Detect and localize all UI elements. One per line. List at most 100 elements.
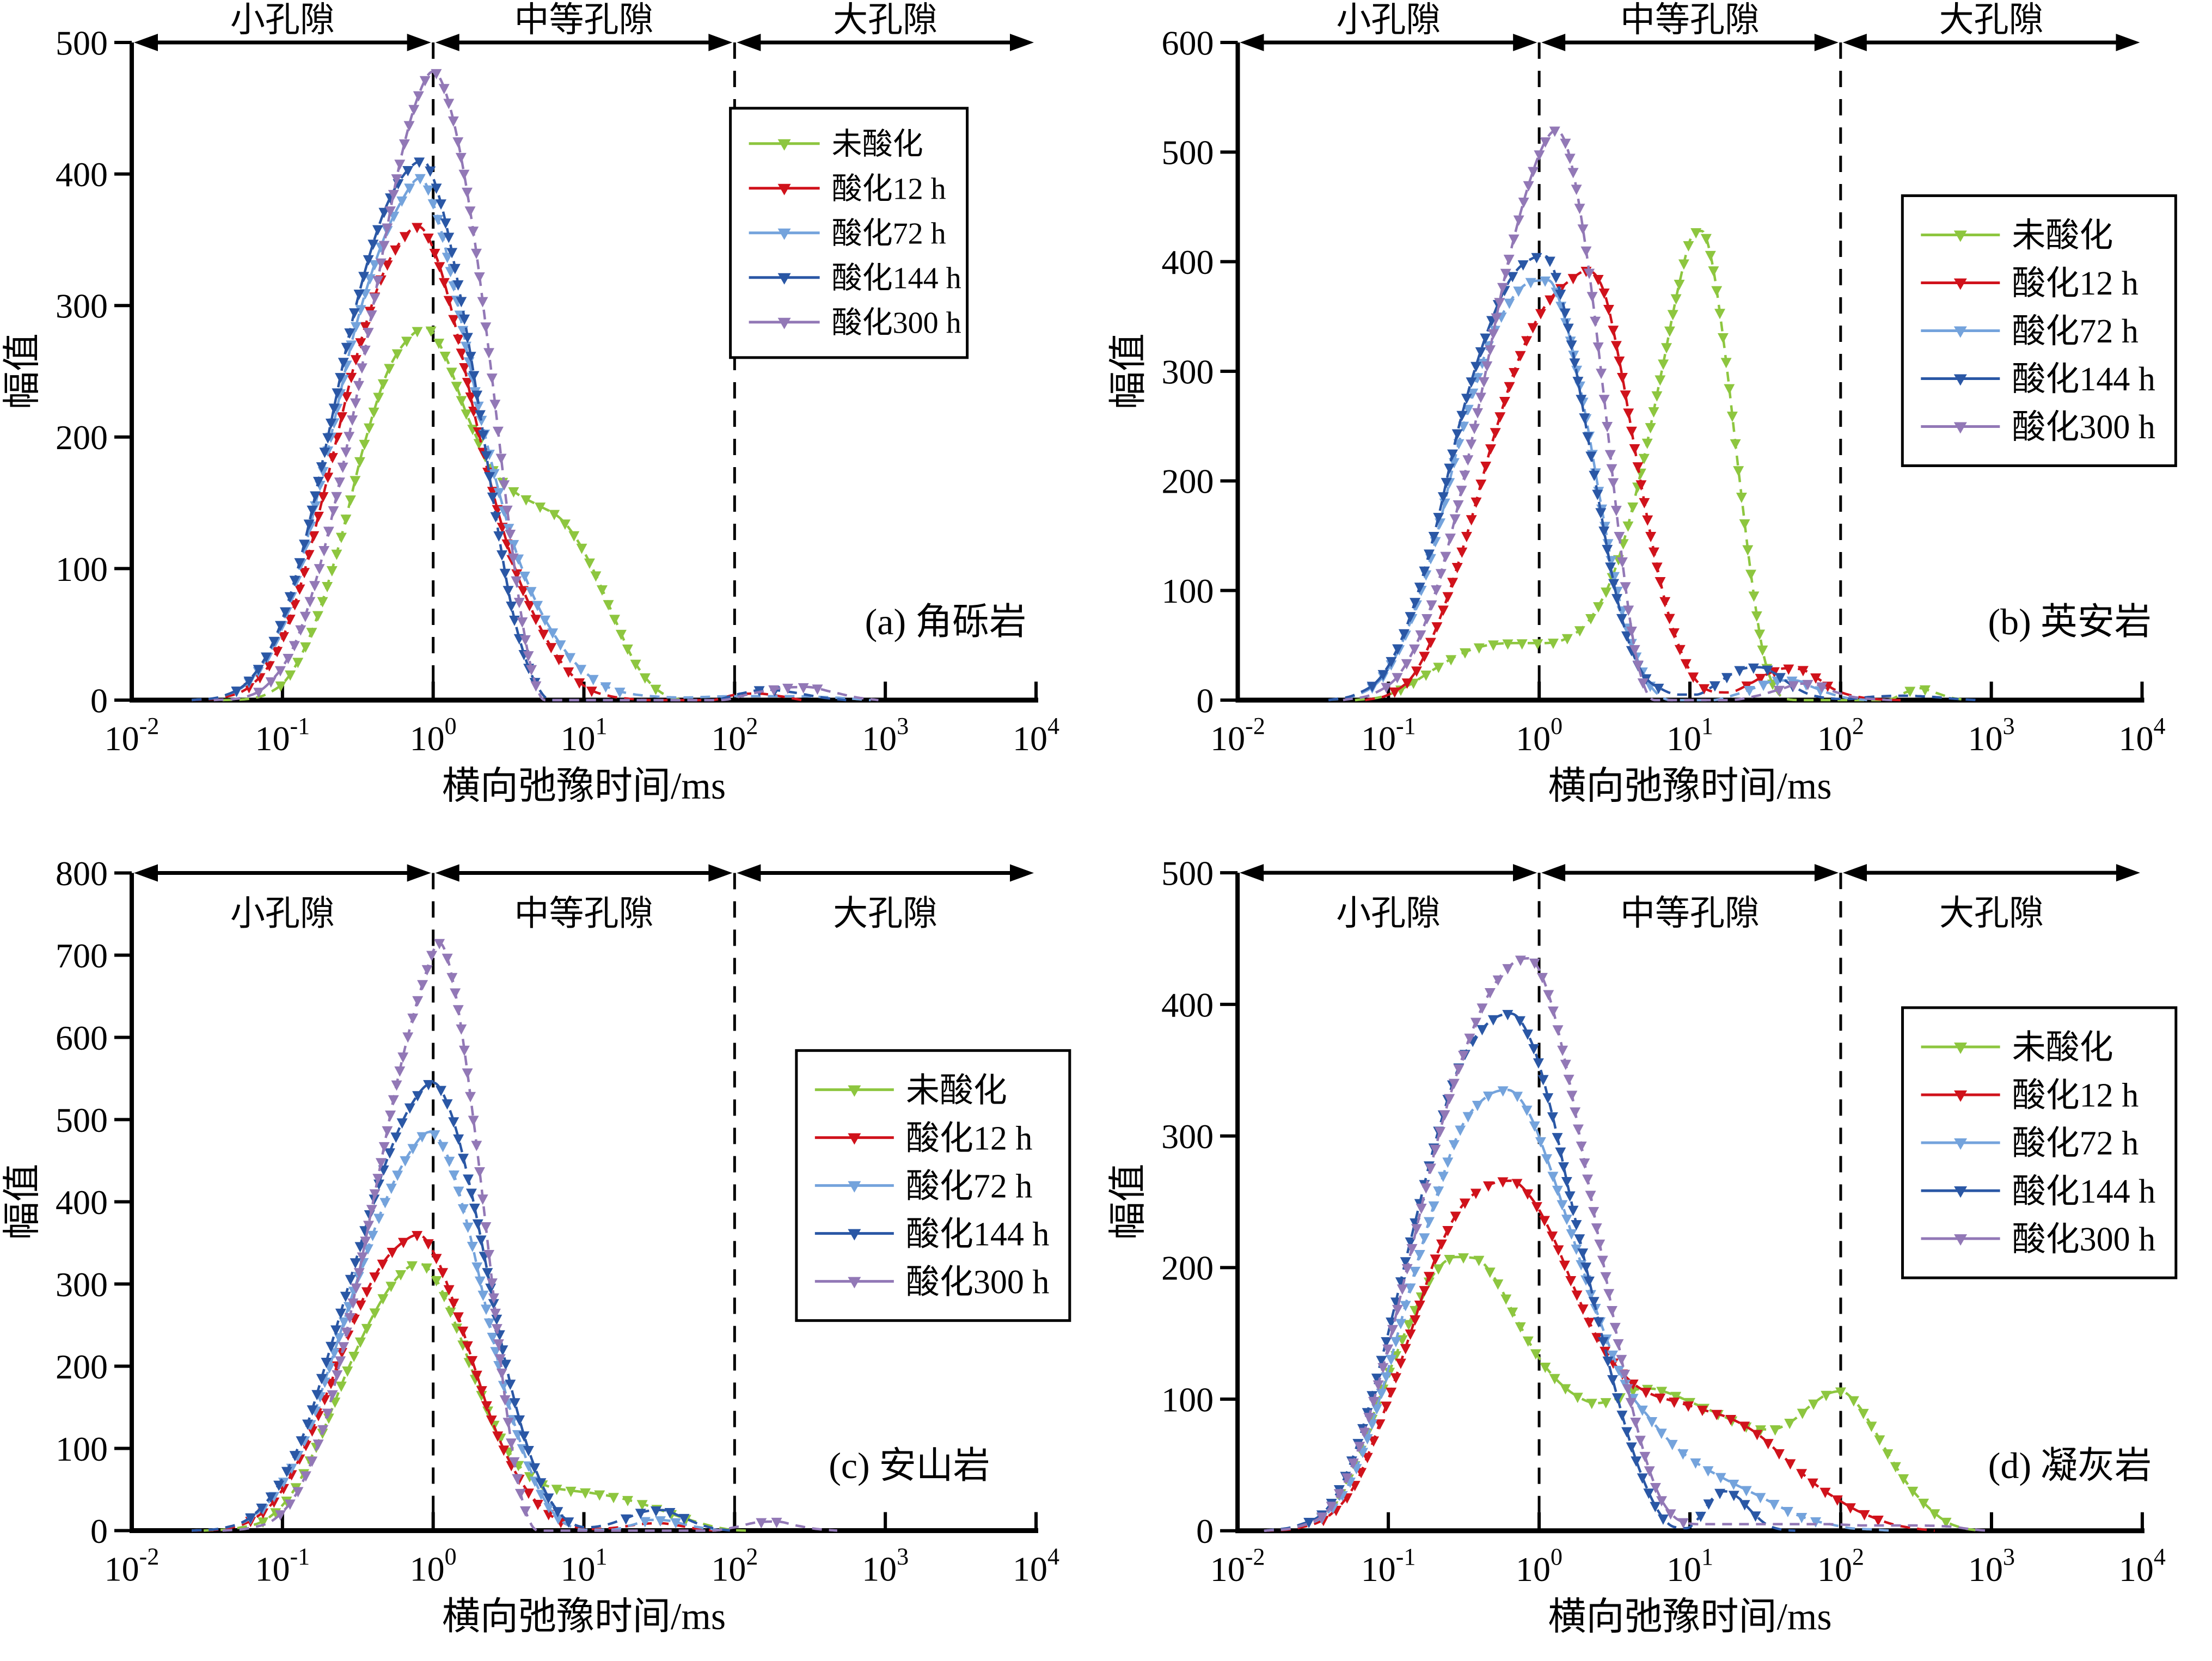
series-markers-酸化300 h	[1316, 955, 1689, 1529]
y-tick-label: 0	[90, 1512, 108, 1550]
legend-entry-未酸化: 未酸化	[814, 1072, 1007, 1109]
y-tick-label: 800	[56, 854, 108, 893]
region-arrow-3	[1842, 864, 2140, 882]
panel-label: (d) 凝灰岩	[1988, 1445, 2152, 1486]
y-tick-label: 0	[90, 681, 108, 720]
y-axis-title: 幅值	[2, 1164, 44, 1240]
x-axis-title: 横向弛豫时间/ms	[1548, 765, 1831, 807]
series-line-酸化144 h	[1328, 255, 1977, 702]
y-tick-label: 200	[56, 418, 108, 457]
series-markers-酸化72 h	[245, 1130, 682, 1529]
legend-label: 酸化300 h	[832, 306, 961, 340]
legend-label: 酸化144 h	[2012, 1173, 2156, 1210]
triangle-down-icon	[777, 139, 791, 151]
legend-label: 酸化12 h	[832, 172, 946, 206]
y-tick-label: 500	[56, 1101, 108, 1139]
legend-label: 未酸化	[832, 127, 923, 161]
legend-label: 酸化12 h	[906, 1120, 1033, 1157]
y-tick-label: 100	[56, 1430, 108, 1468]
panel-label: (b) 英安岩	[1988, 601, 2151, 642]
y-tick-label: 400	[1161, 985, 1214, 1024]
series-markers-酸化12 h	[243, 223, 597, 697]
legend-label: 酸化300 h	[2012, 409, 2155, 446]
legend-label: 酸化72 h	[832, 217, 946, 250]
legend-entry-酸化12 h: 酸化12 h	[749, 172, 946, 206]
legend-entry-未酸化: 未酸化	[749, 127, 923, 161]
y-tick-label: 200	[56, 1347, 108, 1386]
y-tick-label: 300	[1161, 1117, 1214, 1156]
y-tick-label: 400	[1162, 243, 1214, 281]
panel-d-tuff: 小孔隙 中等孔隙 大孔隙 10-2 10-1 100 101 102 103 104 0 100 200…	[1106, 830, 2212, 1661]
triangle-down-icon	[1954, 1234, 1968, 1246]
y-tick-label: 300	[1162, 352, 1214, 391]
legend-entry-酸化12 h: 酸化12 h	[814, 1120, 1033, 1157]
triangle-down-icon	[848, 1229, 861, 1241]
legend-label: 酸化144 h	[906, 1216, 1050, 1253]
region-arrow-3	[737, 34, 1034, 51]
triangle-down-icon	[1954, 1090, 1968, 1102]
y-axis-title: 幅值	[1108, 333, 1150, 409]
y-tick-label: 100	[56, 550, 108, 589]
y-tick-label: 200	[1161, 1249, 1214, 1288]
x-axis-title: 横向弛豫时间/ms	[442, 1596, 726, 1638]
triangle-down-icon	[848, 1133, 861, 1145]
legend-entry-未酸化: 未酸化	[1921, 217, 2113, 254]
series-line-酸化12 h	[1365, 269, 1901, 702]
x-tick-label: 102	[1817, 713, 1864, 758]
region-arrow-2	[1541, 864, 1839, 882]
legend-label: 未酸化	[2012, 217, 2113, 254]
legend-label: 酸化72 h	[2012, 1125, 2139, 1162]
y-tick-label: 400	[56, 155, 108, 194]
series-line-酸化300 h	[1264, 957, 1988, 1533]
region-arrow-2	[435, 34, 733, 51]
legend-entry-酸化300 h: 酸化300 h	[1921, 409, 2155, 446]
triangle-down-icon	[1953, 278, 1967, 290]
series-markers-酸化144 h	[1367, 253, 1798, 694]
region-arrow-1	[134, 864, 431, 882]
y-tick-label: 500	[56, 23, 108, 62]
triangle-down-icon	[777, 183, 791, 195]
y-tick-label: 100	[1162, 572, 1214, 610]
region-label-1: 小孔隙	[230, 894, 335, 933]
legend-entry-酸化300 h: 酸化300 h	[814, 1264, 1049, 1301]
y-tick-label: 300	[56, 1265, 108, 1304]
y-tick-label: 700	[56, 936, 108, 975]
x-tick-label: 104	[1013, 713, 1059, 758]
panel-label: (a) 角砾岩	[865, 601, 1026, 642]
triangle-down-icon	[1953, 422, 1967, 434]
triangle-down-icon	[848, 1085, 861, 1097]
legend-label: 未酸化	[2012, 1029, 2113, 1067]
triangle-down-icon	[1953, 326, 1967, 338]
legend-entry-酸化300 h: 酸化300 h	[1921, 1221, 2155, 1258]
region-arrow-3	[737, 864, 1034, 882]
legend-entry-未酸化: 未酸化	[1921, 1029, 2113, 1067]
series-markers-酸化12 h	[245, 1231, 567, 1528]
legend-entry-酸化72 h: 酸化72 h	[1921, 1125, 2139, 1162]
triangle-down-icon	[777, 317, 791, 329]
legend-entry-酸化144 h: 酸化144 h	[749, 261, 961, 295]
legend-entry-酸化12 h: 酸化12 h	[1921, 265, 2139, 302]
x-tick-label: 10-2	[105, 713, 160, 758]
region-label-2: 中等孔隙	[1620, 1, 1760, 39]
y-tick-label: 0	[1196, 1512, 1214, 1550]
region-arrow-2	[1541, 34, 1839, 51]
triangle-down-icon	[1954, 1186, 1968, 1198]
region-label-3: 大孔隙	[1939, 1, 2044, 39]
region-arrow-1	[134, 34, 431, 51]
y-tick-label: 100	[1161, 1380, 1214, 1419]
x-axis-title: 横向弛豫时间/ms	[442, 765, 726, 807]
region-arrow-1	[1240, 34, 1537, 51]
y-tick-label: 400	[56, 1183, 108, 1222]
legend-entry-酸化144 h: 酸化144 h	[814, 1216, 1050, 1253]
series-markers-酸化12 h	[1318, 1177, 1884, 1527]
series-line-酸化12 h	[1264, 1179, 1935, 1533]
y-tick-label: 0	[1197, 681, 1214, 720]
triangle-down-icon	[1953, 374, 1967, 386]
y-axis-title: 幅值	[2, 333, 44, 409]
triangle-down-icon	[1953, 230, 1967, 242]
triangle-down-icon	[1954, 1042, 1968, 1054]
